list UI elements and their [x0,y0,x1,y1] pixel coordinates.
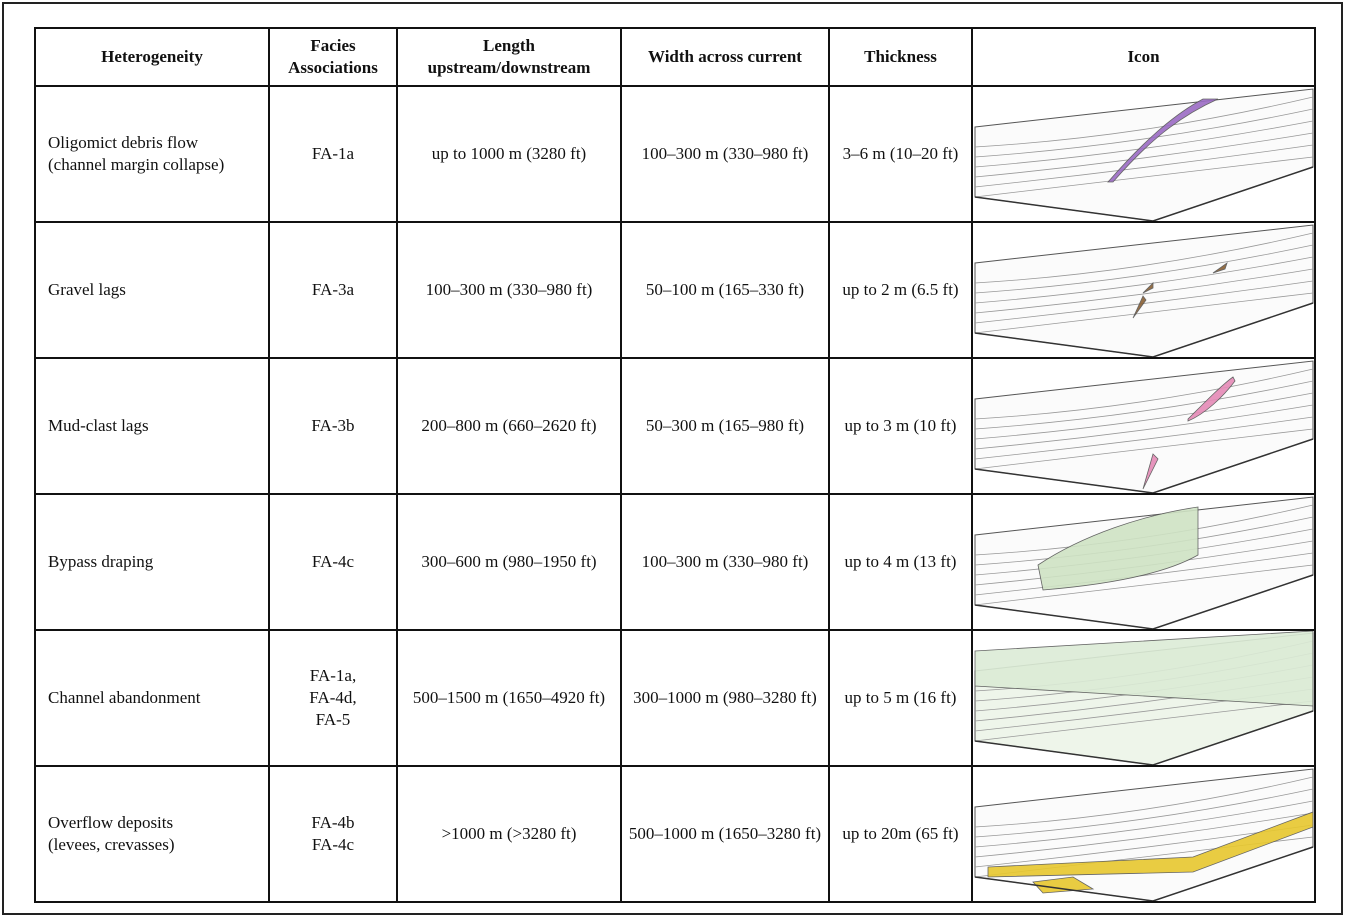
table-cell: Channel abandonment [34,629,270,767]
icon-line [974,564,1313,606]
table-cell: Gravel lags [34,221,270,359]
icon-line [974,268,1313,314]
table-cell: >1000 m (>3280 ft) [396,765,622,903]
icon-line [974,700,1313,742]
icon-edge [974,438,1313,492]
icon-surface [974,224,1313,356]
table-cell: 50–100 m (165–330 ft) [620,221,830,359]
icon-surface [974,360,1313,492]
icon-line [974,392,1313,440]
table-cell: 100–300 m (330–980 ft) [620,85,830,223]
icon-edge [974,166,1313,220]
table: Heterogeneity Facies Associations Length u… [34,27,1316,903]
table-cell: Mud-clast lags [34,357,270,495]
header-cell: Facies Associations [268,27,398,87]
icon-feature [987,811,1313,894]
table-cell: FA-1a, FA-4d, FA-5 [268,629,398,767]
icon-cell [971,357,1316,495]
icon-line [974,256,1313,304]
table-cell: Overflow deposits (levees, crevasses) [34,765,270,903]
icon [974,496,1313,628]
table-row: Gravel lags FA-3a 100–300 m (330–980 ft) 50… [34,221,1316,359]
header-cell: Icon [971,27,1316,87]
table-cell: FA-3b [268,357,398,495]
icon-line [974,132,1313,178]
table-cell: up to 4 m (13 ft) [828,493,973,631]
icon-feature [1142,376,1236,490]
table-cell: up to 5 m (16 ft) [828,629,973,767]
table-cell: 200–800 m (660–2620 ft) [396,357,622,495]
icon-cell [971,629,1316,767]
icon-line [974,800,1313,848]
table-cell: 50–300 m (165–980 ft) [620,357,830,495]
icon-edge [974,574,1313,628]
icon-cell [971,765,1316,903]
icon [974,360,1313,492]
table-cell: Bypass draping [34,493,270,631]
icon-line [974,108,1313,158]
table-cell: FA-4c [268,493,398,631]
icon-feature [1107,98,1219,183]
table-cell: Oligomict debris flow (channel margin co… [34,85,270,223]
icon-line [974,232,1313,284]
icon-surface [974,88,1313,220]
icon-line [974,144,1313,188]
icon-line [974,812,1313,858]
table-cell: FA-4b FA-4c [268,765,398,903]
table-cell: 100–300 m (330–980 ft) [620,493,830,631]
table-cell: FA-3a [268,221,398,359]
table-cell: up to 20m (65 ft) [828,765,973,903]
icon-line [974,776,1313,828]
icon-line [974,380,1313,430]
icon-feature [1132,261,1228,319]
table-row: Bypass draping FA-4c 300–600 m (980–1950 f… [34,493,1316,631]
table-row: Mud-clast lags FA-3b 200–800 m (660–2620 f… [34,357,1316,495]
table-row: Oligomict debris flow (channel margin co… [34,85,1316,223]
icon-line [974,428,1313,470]
table-cell: up to 1000 m (3280 ft) [396,85,622,223]
icon-line [974,552,1313,596]
table-cell: 100–300 m (330–980 ft) [396,221,622,359]
icon-line [974,368,1313,420]
icon-cell [971,493,1316,631]
header-cell: Width across current [620,27,830,87]
table-cell: up to 2 m (6.5 ft) [828,221,973,359]
header-row: Heterogeneity Facies Associations Length u… [34,27,1316,87]
table-row: Overflow deposits (levees, crevasses) FA-… [34,765,1316,903]
table-cell: 500–1500 m (1650–4920 ft) [396,629,622,767]
icon-cell [971,221,1316,359]
icon-feature [974,632,1313,707]
icon-feature [1037,506,1199,591]
icon-cell [971,85,1316,223]
icon-line [974,244,1313,294]
icon-edge [974,846,1313,900]
icon-line [974,416,1313,460]
table-row: Channel abandonment FA-1a, FA-4d, FA-5 500… [34,629,1316,767]
icon [974,768,1313,900]
table-cell: 300–600 m (980–1950 ft) [396,493,622,631]
icon-line [974,156,1313,198]
table-cell: FA-1a [268,85,398,223]
icon-edge [974,302,1313,356]
header-cell: Length upstream/downstream [396,27,622,87]
icon [974,224,1313,356]
icon-edge [974,710,1313,764]
header-cell: Thickness [828,27,973,87]
header-cell: Heterogeneity [34,27,270,87]
table-cell: 300–1000 m (980–3280 ft) [620,629,830,767]
table-cell: 3–6 m (10–20 ft) [828,85,973,223]
icon-line [974,404,1313,450]
icon [974,632,1313,764]
icon-line [974,788,1313,838]
icon [974,88,1313,220]
icon-line [974,96,1313,148]
icon-line [974,292,1313,334]
table-cell: up to 3 m (10 ft) [828,357,973,495]
table-cell: 500–1000 m (1650–3280 ft) [620,765,830,903]
